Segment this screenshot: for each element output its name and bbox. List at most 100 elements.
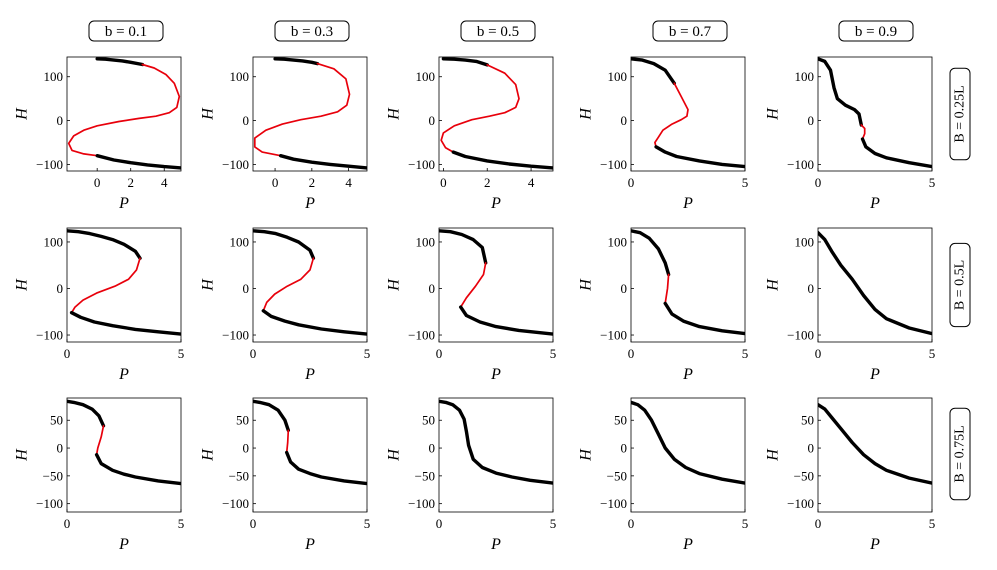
y-tick-label: −100	[787, 157, 814, 172]
x-tick-label: 2	[127, 175, 134, 190]
row-header: B = 0.25L	[949, 67, 971, 161]
unstable-branch-line	[70, 257, 141, 314]
stable-branch-line	[631, 400, 745, 485]
unstable-branch-line	[459, 262, 487, 308]
column-label: b = 0.9	[855, 24, 897, 40]
subplot: 0 2 4 −100 0 100 P H	[200, 56, 368, 212]
unstable-branch-line	[262, 257, 315, 312]
x-axis-label: P	[490, 536, 501, 553]
axes-box	[630, 397, 746, 513]
stable-branch-line	[261, 309, 367, 336]
stable-branch-line	[285, 450, 367, 486]
y-tick-label: 0	[243, 113, 250, 128]
y-tick-label: −100	[600, 157, 627, 172]
y-axis-label: H	[14, 107, 31, 121]
x-tick-label: 0	[436, 346, 443, 361]
y-axis-label: H	[765, 448, 782, 462]
x-axis-label: P	[118, 195, 129, 212]
x-axis-label: P	[869, 366, 880, 383]
x-tick-label: 0	[628, 346, 635, 361]
unstable-branch-line	[95, 424, 105, 456]
x-axis-label: P	[490, 195, 501, 212]
y-tick-label: −50	[415, 468, 435, 483]
stable-branch-line	[67, 229, 142, 260]
y-tick-label: 0	[429, 113, 436, 128]
x-tick-label: 0	[815, 175, 822, 190]
y-tick-label: 0	[808, 441, 815, 456]
row-label: B = 0.75L	[953, 425, 968, 482]
x-tick-label: 2	[309, 175, 316, 190]
stable-branch-line	[95, 153, 181, 170]
stable-branch-line	[818, 57, 863, 127]
unstable-branch-line	[654, 82, 689, 148]
axes-box	[438, 56, 554, 172]
x-tick-label: 5	[929, 516, 936, 531]
y-tick-label: −100	[787, 328, 814, 343]
axes-box	[66, 56, 182, 172]
x-axis-label: P	[304, 195, 315, 212]
axes-box	[438, 397, 554, 513]
x-tick-label: 0	[628, 175, 635, 190]
stable-branch-line	[69, 311, 181, 336]
y-tick-label: 100	[416, 69, 436, 84]
x-axis-label: P	[869, 195, 880, 212]
x-tick-label: 5	[178, 516, 185, 531]
axes-box	[252, 56, 368, 172]
row-header: B = 0.75L	[949, 407, 971, 501]
y-tick-label: 0	[621, 113, 628, 128]
column-header: b = 0.9	[838, 20, 914, 42]
x-tick-label: 0	[815, 516, 822, 531]
subplot: 0 5 −100 −50 0 50 P H	[386, 397, 556, 553]
y-tick-label: −100	[408, 496, 435, 511]
y-tick-label: 50	[801, 413, 814, 428]
y-tick-label: 100	[44, 69, 64, 84]
x-axis-label: P	[118, 536, 129, 553]
y-axis-label: H	[14, 448, 31, 462]
y-axis-label: H	[578, 278, 595, 292]
y-tick-label: 50	[236, 413, 249, 428]
y-tick-label: 100	[416, 234, 436, 249]
x-tick-label: 0	[436, 516, 443, 531]
y-tick-label: −100	[36, 496, 63, 511]
x-tick-label: 4	[528, 175, 535, 190]
unstable-branch-line	[664, 273, 670, 305]
row-label: B = 0.5L	[953, 260, 968, 310]
column-label: b = 0.7	[669, 24, 712, 40]
axes-box	[630, 56, 746, 172]
y-tick-label: −50	[43, 468, 63, 483]
axes-box	[817, 227, 933, 343]
y-axis-label: H	[200, 107, 217, 121]
y-tick-label: 100	[608, 69, 628, 84]
axes-box	[817, 56, 933, 172]
stable-branch-line	[67, 399, 106, 428]
x-axis-label: P	[304, 536, 315, 553]
y-tick-label: 0	[429, 281, 436, 296]
y-tick-label: 0	[57, 441, 64, 456]
stable-branch-line	[451, 150, 553, 170]
axes-box	[252, 227, 368, 343]
subplot: 0 5 −100 −50 0 50 P H	[578, 397, 748, 553]
x-tick-label: 0	[94, 175, 101, 190]
x-tick-label: 0	[64, 346, 71, 361]
column-header: b = 0.7	[652, 20, 728, 42]
subplot: 0 5 −100 −50 0 50 P H	[765, 397, 936, 553]
column-header: b = 0.1	[88, 20, 164, 42]
y-tick-label: −50	[794, 468, 814, 483]
x-tick-label: 0	[250, 516, 257, 531]
y-tick-label: 0	[57, 113, 64, 128]
unstable-branch-line	[253, 62, 351, 157]
y-axis-label: H	[386, 278, 403, 292]
x-tick-label: 5	[742, 346, 749, 361]
stable-branch-line	[654, 145, 745, 169]
x-axis-label: P	[682, 536, 693, 553]
axes-box	[66, 227, 182, 343]
column-header: b = 0.5	[460, 20, 536, 42]
stable-branch-line	[459, 305, 553, 336]
stable-branch-line	[278, 153, 367, 170]
y-tick-label: −100	[36, 328, 63, 343]
y-tick-label: 100	[44, 234, 64, 249]
column-header: b = 0.3	[274, 20, 350, 42]
